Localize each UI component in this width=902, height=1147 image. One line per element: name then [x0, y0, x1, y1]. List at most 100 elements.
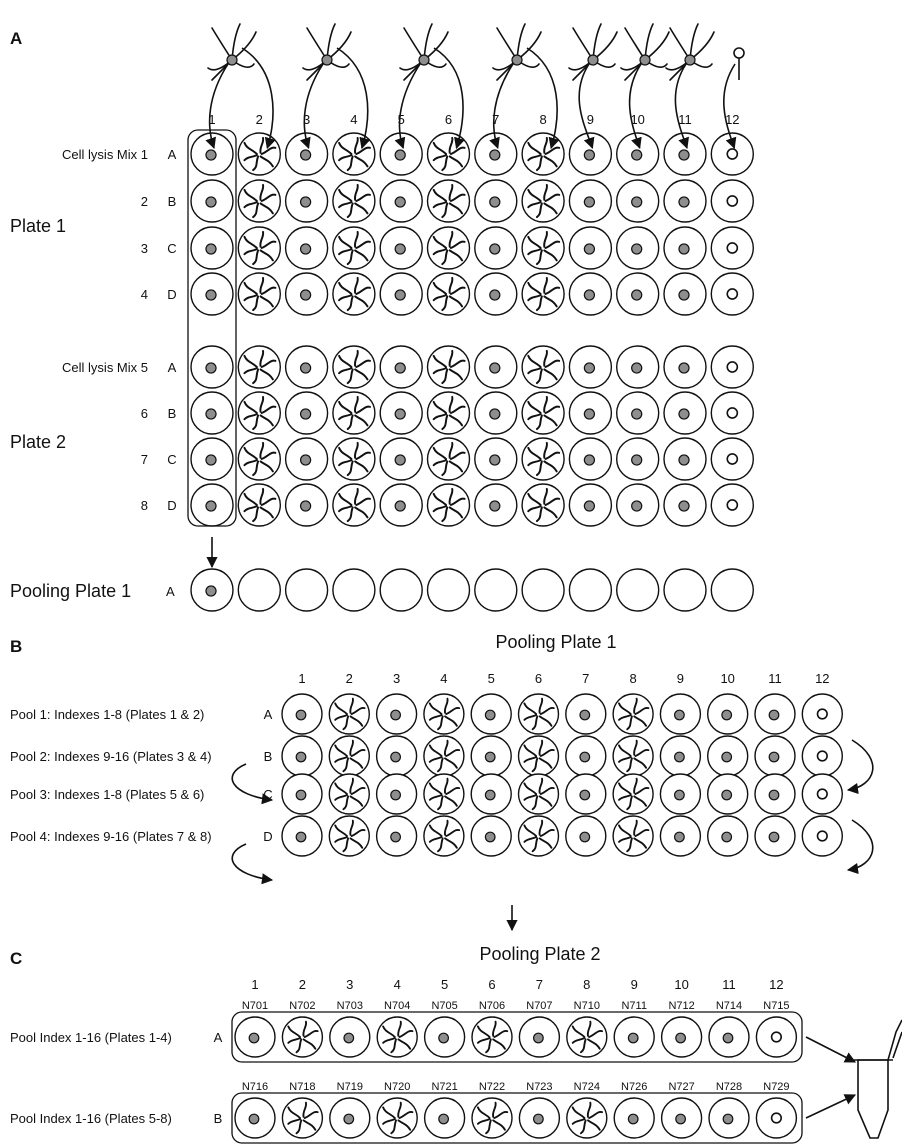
index-label: N718 — [289, 1081, 315, 1093]
final-well — [660, 1097, 703, 1139]
column-number: 2 — [299, 977, 306, 992]
final-well — [755, 1016, 798, 1058]
pool-well — [801, 735, 843, 777]
column-number: 12 — [725, 112, 739, 127]
plate-well — [474, 272, 518, 316]
index-label: N723 — [526, 1081, 552, 1093]
pool-well — [423, 693, 465, 735]
pool-well — [470, 735, 512, 777]
plate-well — [474, 179, 518, 223]
pool-well — [565, 693, 607, 735]
plate-well — [237, 132, 281, 176]
plate-well — [710, 226, 754, 270]
pool-well — [659, 773, 702, 815]
pool-well — [328, 815, 370, 857]
lysis-mix-label: 7 — [141, 452, 148, 467]
final-well — [471, 1016, 513, 1058]
final-well — [708, 1097, 750, 1139]
pool-well — [375, 815, 418, 857]
plate-well — [237, 483, 281, 527]
index-label: N720 — [384, 1081, 410, 1093]
plate-well — [710, 483, 754, 527]
column-number: 3 — [303, 112, 310, 127]
index-label: N710 — [574, 1000, 600, 1012]
lysis-mix-label: 3 — [141, 241, 148, 256]
plate-well — [568, 226, 613, 270]
pool-well — [707, 735, 749, 777]
panel-label-b: B — [10, 637, 22, 656]
source-microglia — [492, 23, 542, 81]
column-number: 4 — [440, 671, 447, 686]
pooling-well — [426, 568, 471, 612]
plate-well — [190, 345, 234, 389]
plate-well — [426, 391, 471, 435]
tube-arrow-a — [805, 1036, 856, 1063]
lysis-mix-label: 2 — [141, 194, 148, 209]
plate-well — [616, 345, 660, 389]
pool-well — [754, 735, 796, 777]
sorting-arrow — [489, 63, 514, 150]
sorting-arrow — [205, 63, 229, 150]
pooling-well — [474, 568, 518, 612]
pool-well — [281, 693, 323, 735]
column-number: 10 — [720, 671, 734, 686]
sorting-arrow — [241, 47, 276, 150]
index-label: N703 — [337, 1000, 363, 1012]
plate-well — [237, 391, 281, 435]
plate-well — [474, 483, 518, 527]
plate-well — [663, 345, 707, 389]
plate-well — [379, 437, 423, 481]
column-number: 6 — [488, 977, 495, 992]
pool-well — [754, 693, 796, 735]
row-letter: C — [167, 241, 176, 256]
pooling-well — [284, 568, 329, 612]
plate-well — [426, 483, 471, 527]
lysis-mix-label: 6 — [141, 406, 148, 421]
pool-well — [470, 815, 512, 857]
plate-well — [332, 272, 376, 316]
plate-well — [284, 483, 329, 527]
pooling-plate-2-wells — [234, 1016, 798, 1139]
column-number: 3 — [393, 671, 400, 686]
column-number: 12 — [815, 671, 829, 686]
plate-well — [568, 132, 613, 176]
source-microglia — [620, 23, 670, 81]
sorting-arrow — [336, 47, 371, 150]
column-number: 2 — [256, 112, 263, 127]
final-well — [376, 1016, 418, 1058]
row-letter: A — [168, 360, 177, 375]
final-well — [613, 1097, 655, 1139]
pool-index-label: Pool Index 1-16 (Plates 1-4) — [10, 1030, 172, 1045]
pool-well — [328, 693, 370, 735]
row-letter: D — [167, 287, 176, 302]
collection-tube-icon — [853, 1019, 902, 1139]
plate-well — [284, 437, 329, 481]
pool-well — [565, 773, 607, 815]
row-letter: B — [168, 406, 177, 421]
pool-well — [707, 773, 749, 815]
plate-well — [426, 132, 471, 176]
pool-merge-arrow-left-2 — [231, 843, 274, 885]
pool-well — [517, 693, 560, 735]
pool-merge-arrow-left-1 — [231, 763, 274, 805]
lysis-mix-label: Cell lysis Mix 1 — [62, 147, 148, 162]
index-label: N716 — [242, 1081, 268, 1093]
sorting-arrow — [526, 47, 560, 150]
row-b-bracket — [231, 1092, 803, 1144]
pool-well — [328, 735, 370, 777]
panel-label-c: C — [10, 949, 22, 968]
pooling-well — [190, 568, 234, 612]
final-well — [376, 1097, 418, 1139]
plate-well — [568, 391, 613, 435]
plate-well — [663, 272, 707, 316]
index-label: N705 — [431, 1000, 457, 1012]
column-number: 5 — [398, 112, 405, 127]
column-number: 1 — [208, 112, 215, 127]
panel-label-a: A — [10, 29, 22, 48]
row-a-bracket — [231, 1011, 803, 1063]
column-number: 1 — [298, 671, 305, 686]
plate-well — [332, 345, 376, 389]
plate-well — [474, 391, 518, 435]
index-labels: N701 N702 N703 N704 N705 N706 N707 N710 N711 N712… — [242, 1000, 790, 1093]
sorting-arrow — [433, 47, 465, 150]
